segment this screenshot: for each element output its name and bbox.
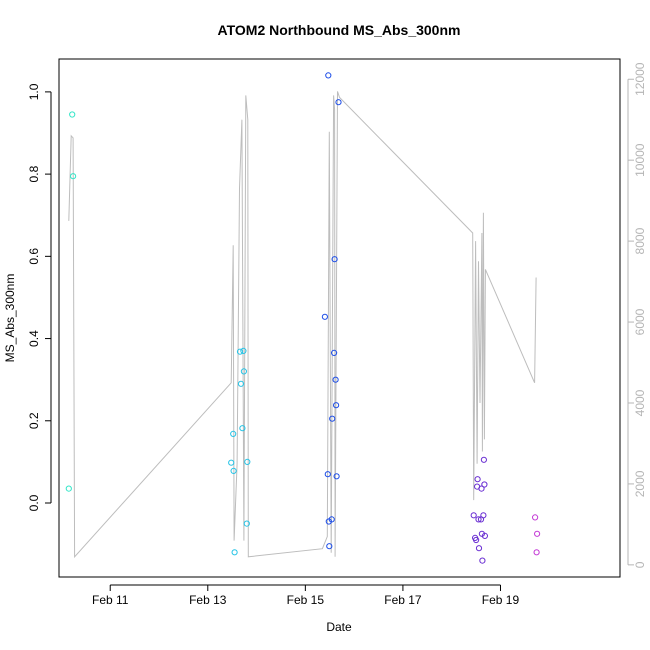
y-tick-label: 1.0 <box>27 83 41 100</box>
x-axis-label: Date <box>326 620 352 634</box>
y2-axis: 0 2000 4000 6000 8000 10000 12000 <box>627 62 647 568</box>
data-point <box>470 512 477 519</box>
y2-tick-label: 4000 <box>633 389 647 416</box>
x-tick-label: Feb 11 <box>92 593 129 607</box>
data-point <box>329 415 336 422</box>
data-point <box>532 514 539 521</box>
data-point <box>478 485 485 492</box>
data-point <box>534 530 541 537</box>
data-point <box>479 557 486 564</box>
data-point <box>473 536 480 544</box>
y2-tick-label: 0 <box>633 561 647 568</box>
data-point <box>480 512 487 519</box>
data-point <box>230 467 237 474</box>
data-point <box>326 543 333 550</box>
data-point <box>69 111 76 118</box>
secondary-line <box>68 91 537 559</box>
data-point <box>533 549 540 556</box>
data-point <box>239 425 246 432</box>
y-tick-label: 0.8 <box>27 165 41 182</box>
data-point <box>243 520 250 527</box>
plot-frame <box>58 58 621 578</box>
y2-tick-label: 2000 <box>633 470 647 497</box>
data-point <box>480 456 487 463</box>
y-axis: 0.0 0.2 0.4 0.6 0.8 1.0 <box>27 83 52 511</box>
y-tick-label: 0.4 <box>27 330 41 347</box>
data-point <box>332 376 339 383</box>
x-tick-label: Feb 17 <box>384 593 422 607</box>
x-tick-label: Feb 19 <box>482 593 520 607</box>
data-point <box>331 349 338 356</box>
data-point <box>324 471 331 478</box>
data-point <box>240 347 247 354</box>
x-axis: Feb 11 Feb 13 Feb 15 Feb 17 Feb 19 <box>92 584 520 607</box>
data-point <box>481 532 488 540</box>
data-points <box>65 72 541 564</box>
y2-tick-label: 8000 <box>633 227 647 254</box>
data-point <box>236 348 244 355</box>
data-point <box>325 72 332 79</box>
data-point <box>228 459 235 466</box>
data-point <box>335 99 342 106</box>
y-axis-label: MS_Abs_300nm <box>3 274 17 363</box>
y-tick-label: 0.2 <box>27 412 41 429</box>
data-point <box>475 516 482 523</box>
data-point <box>333 473 340 480</box>
data-point <box>333 402 340 409</box>
x-tick-label: Feb 15 <box>287 593 325 607</box>
chart-title: ATOM2 Northbound MS_Abs_300nm <box>218 22 461 38</box>
data-point <box>481 481 488 488</box>
y2-tick-label: 6000 <box>633 308 647 335</box>
data-point <box>65 485 72 492</box>
data-point <box>328 516 335 523</box>
y-tick-label: 0.6 <box>27 248 41 265</box>
data-point <box>331 256 338 263</box>
y2-tick-label: 10000 <box>633 143 647 177</box>
data-point <box>231 549 238 556</box>
y2-tick-label: 12000 <box>633 62 647 96</box>
data-point <box>321 313 328 320</box>
data-point <box>237 380 245 387</box>
data-point <box>70 173 77 180</box>
x-tick-label: Feb 13 <box>189 593 227 607</box>
secondary-series-line <box>68 91 537 559</box>
data-point <box>244 458 251 465</box>
data-point <box>475 545 483 552</box>
data-point <box>474 476 481 483</box>
data-point <box>230 430 237 437</box>
data-point <box>240 368 247 375</box>
y-tick-label: 0.0 <box>27 494 41 511</box>
